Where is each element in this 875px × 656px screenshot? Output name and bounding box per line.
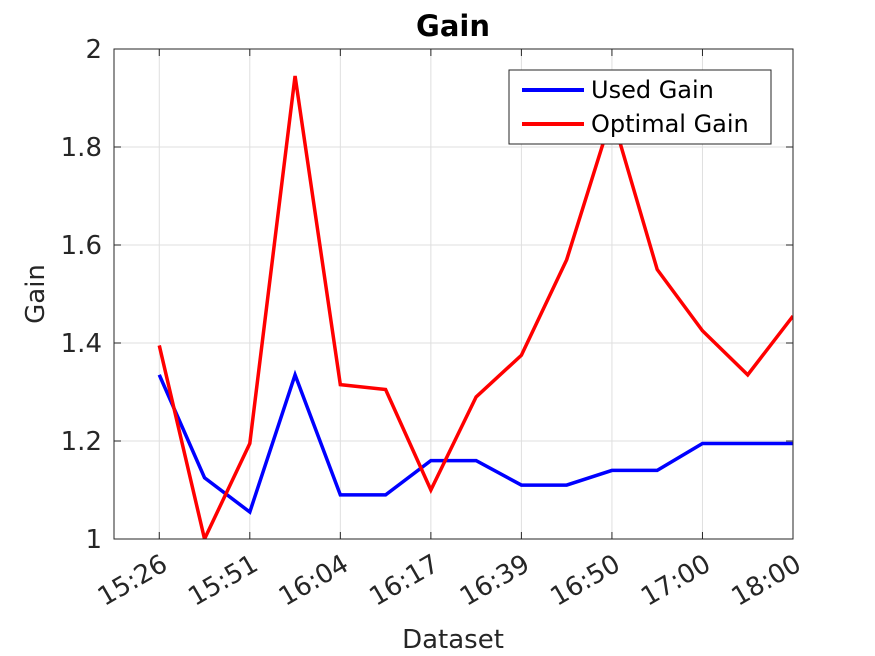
- x-tick-label: 16:04: [274, 549, 354, 612]
- x-tick-label: 16:50: [546, 549, 626, 612]
- legend-label-used-gain: Used Gain: [591, 76, 714, 104]
- x-tick-label: 17:00: [636, 549, 716, 612]
- y-tick-label: 1.4: [61, 329, 102, 359]
- x-tick-label: 16:39: [455, 549, 535, 612]
- legend-label-optimal-gain: Optimal Gain: [591, 110, 749, 138]
- legend-box: [508, 69, 772, 145]
- ticks: [114, 48, 794, 540]
- y-tick-label: 1.6: [61, 231, 102, 261]
- y-axis-label: Gain: [21, 264, 51, 324]
- x-tick-label: 15:26: [93, 549, 173, 612]
- x-tick-label: 15:51: [183, 549, 263, 612]
- plot-frame: [113, 48, 794, 540]
- y-tick-label: 2: [85, 35, 102, 65]
- series-line-used-gain: [157, 369, 793, 515]
- chart-title: Gain: [416, 9, 490, 43]
- y-tick-label: 1.2: [61, 427, 102, 457]
- legend: Used Gain Optimal Gain: [508, 69, 772, 145]
- y-tick-label: 1.8: [61, 133, 102, 163]
- x-tick-label: 18:00: [727, 549, 807, 612]
- series-group: [157, 75, 793, 539]
- x-axis-label: Dataset: [402, 625, 504, 655]
- series-line-optimal-gain: [157, 75, 793, 539]
- x-tick-label: 16:17: [364, 549, 444, 612]
- y-tick-label: 1: [85, 525, 102, 555]
